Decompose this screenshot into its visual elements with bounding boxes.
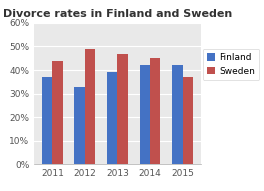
Bar xyxy=(107,72,117,164)
Bar xyxy=(172,65,183,164)
Bar xyxy=(52,61,63,164)
Title: Divorce rates in Finland and Sweden: Divorce rates in Finland and Sweden xyxy=(3,9,232,19)
Bar xyxy=(74,87,85,164)
Bar xyxy=(140,65,150,164)
Bar xyxy=(183,77,193,164)
Legend: Finland, Sweden: Finland, Sweden xyxy=(203,49,259,80)
Bar xyxy=(150,58,161,164)
Bar xyxy=(85,49,95,164)
Bar xyxy=(117,53,128,164)
Bar xyxy=(42,77,52,164)
